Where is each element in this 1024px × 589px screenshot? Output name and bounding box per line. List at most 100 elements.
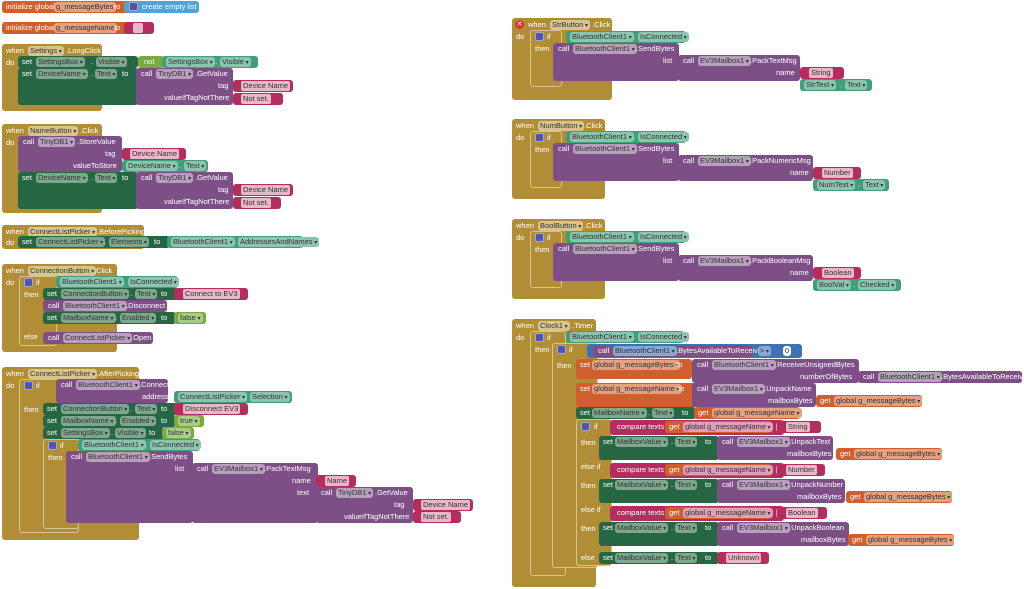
- set-mailboxvalue-text[interactable]: set MailboxValue . Text to: [599, 436, 719, 460]
- property-dropdown[interactable]: Text: [95, 173, 118, 183]
- variable-dropdown[interactable]: global g_messageBytes: [866, 535, 955, 545]
- call-tinydb-storevalue[interactable]: call TinyDB1 .StoreValue tag valueToStor…: [18, 136, 122, 172]
- text-disconnect-ev3[interactable]: Disconnect EV3: [174, 403, 248, 415]
- text-value[interactable]: Not set.: [421, 512, 451, 522]
- property-dropdown[interactable]: Text: [845, 80, 868, 90]
- set-mailboxname-enabled[interactable]: set MailboxName . Enabled to: [43, 415, 176, 427]
- component-dropdown[interactable]: Settings: [28, 46, 64, 56]
- property-dropdown[interactable]: Selection: [250, 392, 290, 402]
- component-dropdown[interactable]: BluetoothClient1: [613, 346, 677, 356]
- property-dropdown[interactable]: Text: [675, 480, 698, 490]
- component-dropdown[interactable]: MailboxName: [61, 416, 116, 426]
- component-dropdown[interactable]: DeviceName: [36, 69, 88, 79]
- component-dropdown[interactable]: SettingsBox: [61, 428, 110, 438]
- error-icon[interactable]: ✕: [515, 20, 524, 29]
- set-connbutton-text[interactable]: set ConnectionButton . Text to: [43, 403, 178, 415]
- getter-bt-addresses[interactable]: BluetoothClient1 . AddressesAndNames: [167, 236, 320, 248]
- get-global-messagename[interactable]: get global g_messageName: [694, 407, 802, 419]
- getter-strtext-text[interactable]: StrText . Text: [800, 79, 872, 91]
- compare-texts[interactable]: compare texts get global g_messageName =: [610, 420, 790, 435]
- property-dropdown[interactable]: Text: [135, 289, 158, 299]
- getter-bt-isconnected[interactable]: BluetoothClient1 . IsConnected: [566, 131, 689, 143]
- component-dropdown[interactable]: ConnectListPicker: [28, 227, 98, 237]
- component-dropdown[interactable]: Clock1: [538, 321, 570, 331]
- component-dropdown[interactable]: BluetoothClient1: [570, 32, 634, 42]
- call-bt-bytesavailable[interactable]: call BluetoothClient1 .BytesAvailableToR…: [593, 345, 762, 357]
- text-value[interactable]: Name: [325, 476, 350, 486]
- property-dropdown[interactable]: IsConnected: [638, 132, 689, 142]
- component-dropdown[interactable]: MailboxValue: [615, 480, 669, 490]
- property-dropdown[interactable]: IsConnected: [638, 232, 689, 242]
- variable-dropdown[interactable]: global g_messageName: [712, 408, 802, 418]
- text-device-name[interactable]: Device Name: [233, 184, 293, 196]
- property-dropdown[interactable]: Checked: [858, 280, 897, 290]
- call-ev3-packtextmsg[interactable]: call EV3Mailbox1 .PackTextMsg name text: [192, 463, 318, 523]
- get-global-messagebytes[interactable]: get global g_messageBytes: [846, 491, 953, 503]
- bool-true[interactable]: true: [174, 415, 204, 427]
- call-ev3-pack[interactable]: call EV3Mailbox1 .PackBooleanMsg name: [678, 255, 813, 281]
- mutator-gear-icon[interactable]: [581, 422, 590, 431]
- component-dropdown[interactable]: BluetoothClient1: [63, 301, 127, 311]
- component-dropdown[interactable]: BluetoothClient1: [573, 144, 637, 154]
- component-dropdown[interactable]: MailboxName: [61, 313, 116, 323]
- component-dropdown[interactable]: TinyDB1: [336, 488, 374, 498]
- component-dropdown[interactable]: NumText: [817, 180, 856, 190]
- component-dropdown[interactable]: BluetoothClient1: [86, 452, 150, 462]
- property-dropdown[interactable]: Text: [675, 523, 698, 533]
- call-ev3-unpackboolean[interactable]: call EV3Mailbox1 .UnpackBoolean mailboxB…: [717, 522, 849, 546]
- component-dropdown[interactable]: TinyDB1: [156, 69, 194, 79]
- property-dropdown[interactable]: AddressesAndNames: [238, 237, 320, 247]
- component-dropdown[interactable]: SettingsBox: [36, 57, 85, 67]
- variable-dropdown[interactable]: global g_messageBytes: [864, 492, 953, 502]
- set-mailboxvalue-text[interactable]: set MailboxValue . Text to: [599, 552, 719, 564]
- component-dropdown[interactable]: BluetoothClient1: [878, 372, 942, 382]
- variable-dropdown[interactable]: global g_messageName: [683, 465, 773, 475]
- mutator-gear-icon[interactable]: [535, 233, 544, 242]
- text-value[interactable]: Device Name: [130, 149, 180, 159]
- global-name[interactable]: g_messageName: [54, 23, 117, 33]
- property-dropdown[interactable]: Enabled: [120, 313, 157, 323]
- operator-dropdown[interactable]: >: [758, 346, 772, 356]
- variable-dropdown[interactable]: global g_messageName: [592, 384, 682, 394]
- property-dropdown[interactable]: Text: [652, 408, 675, 418]
- text-value[interactable]: Device Name: [241, 185, 291, 195]
- set-mailboxvalue-text[interactable]: set MailboxValue . Text to: [599, 522, 719, 546]
- text-value[interactable]: String: [786, 422, 810, 432]
- component-dropdown[interactable]: BluetoothClient1: [570, 232, 634, 242]
- text-device-name[interactable]: Device Name: [233, 80, 293, 92]
- component-dropdown[interactable]: ConnectionButton: [28, 266, 97, 276]
- variable-dropdown[interactable]: global g_messageBytes: [834, 396, 923, 406]
- component-dropdown[interactable]: EV3Mailbox1: [212, 464, 265, 474]
- init-global-messagename[interactable]: initialize global g_messageName to: [2, 22, 128, 34]
- component-dropdown[interactable]: SettingsBox: [166, 57, 215, 67]
- component-dropdown[interactable]: BluetoothClient1: [570, 332, 634, 342]
- component-dropdown[interactable]: BoolButton: [538, 221, 584, 231]
- text-string[interactable]: String: [777, 421, 821, 433]
- mutator-gear-icon[interactable]: [48, 441, 57, 450]
- property-dropdown[interactable]: Visible: [96, 57, 127, 67]
- component-dropdown[interactable]: DeviceName: [36, 173, 88, 183]
- create-empty-list[interactable]: create empty list: [124, 1, 199, 13]
- text-connect-to-ev3[interactable]: Connect to EV3: [174, 288, 248, 300]
- component-dropdown[interactable]: StrText: [804, 80, 837, 90]
- text-unknown[interactable]: Unknown: [717, 552, 769, 564]
- text-value[interactable]: Boolean: [786, 508, 818, 518]
- component-dropdown[interactable]: ConnectListPicker: [28, 369, 98, 379]
- component-dropdown[interactable]: BluetoothClient1: [570, 132, 634, 142]
- text-value[interactable]: Unknown: [726, 553, 762, 563]
- getter-bt-isconnected[interactable]: BluetoothClient1 . IsConnected: [78, 439, 201, 451]
- component-dropdown[interactable]: MailboxValue: [615, 553, 669, 563]
- component-dropdown[interactable]: EV3Mailbox1: [737, 523, 790, 533]
- text-not-set[interactable]: Not set.: [413, 511, 461, 523]
- property-dropdown[interactable]: Text: [675, 553, 698, 563]
- bool-dropdown[interactable]: false: [178, 313, 203, 323]
- get-global-messagename[interactable]: get global g_messageName: [665, 507, 773, 519]
- text-value[interactable]: Number: [786, 465, 817, 475]
- text-number[interactable]: Number: [813, 167, 861, 179]
- init-global-messagebytes[interactable]: initialize global g_messageBytes to: [2, 1, 132, 13]
- component-dropdown[interactable]: BluetoothClient1: [60, 277, 124, 287]
- set-global-messagebytes[interactable]: set global g_messageBytes to: [576, 359, 692, 379]
- property-dropdown[interactable]: Visible: [220, 57, 251, 67]
- text-value[interactable]: Not set.: [241, 198, 271, 208]
- text-string[interactable]: String: [800, 67, 844, 79]
